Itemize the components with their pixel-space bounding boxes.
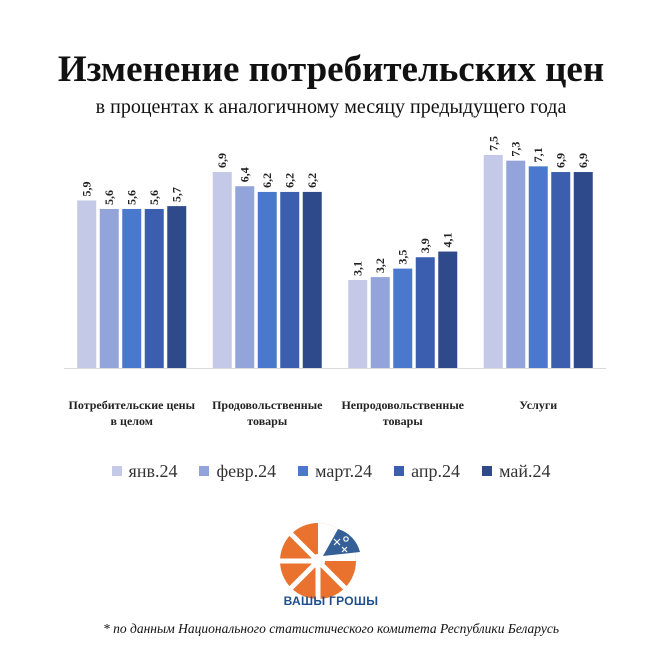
legend-label: февр.24: [216, 461, 277, 481]
legend-label: май.24: [499, 461, 551, 481]
category-label: товары: [247, 414, 288, 428]
data-label: 5,6: [147, 190, 161, 205]
data-label: 6,4: [238, 167, 252, 182]
legend-swatch: [111, 466, 122, 476]
chart-title: Изменение потребительских цен: [57, 49, 605, 90]
category-label: Непродовольственные: [341, 398, 464, 412]
bar: [212, 172, 232, 368]
data-label: 3,9: [418, 238, 432, 253]
data-label: 5,6: [102, 190, 116, 205]
bar: [280, 191, 300, 368]
data-label: 4,1: [441, 233, 455, 248]
bar: [348, 279, 368, 368]
bar: [528, 166, 548, 368]
data-label: 7,3: [509, 142, 523, 157]
data-label: 6,9: [215, 153, 229, 168]
bar: [506, 160, 526, 368]
data-label: 5,9: [80, 181, 94, 196]
legend-item: апр.24: [394, 460, 460, 482]
legend-label: янв.24: [128, 461, 178, 481]
bar: [370, 277, 390, 368]
bar: [551, 172, 571, 368]
bar: [393, 268, 413, 368]
data-label: 6,2: [260, 173, 274, 188]
data-label: 5,6: [125, 190, 139, 205]
legend-swatch: [394, 466, 405, 476]
category-label: Потребительские цены: [69, 398, 196, 412]
bar: [167, 206, 187, 368]
data-label: 7,5: [486, 136, 500, 151]
chart-legend: янв.24 февр.24 март.24 апр.24 май.24: [0, 460, 662, 482]
legend-item: март.24: [298, 460, 372, 482]
data-label: 6,2: [305, 173, 319, 188]
orange-slices-icon: [280, 523, 360, 599]
logo-text: ВАШЫ ГРОШЫ: [283, 594, 379, 608]
source-footnote: * по данным Национального статистическог…: [103, 621, 559, 636]
data-label: 3,1: [351, 261, 365, 276]
legend-swatch: [199, 466, 210, 476]
bar: [438, 251, 458, 368]
chart-subtitle: в процентах к аналогичному месяцу предыд…: [95, 96, 567, 118]
legend-item: янв.24: [111, 460, 178, 482]
legend-swatch: [482, 466, 493, 476]
legend-label: март.24: [315, 461, 373, 481]
bar: [257, 191, 277, 368]
legend-swatch: [298, 466, 309, 476]
data-label: 6,9: [576, 153, 590, 168]
bar: [483, 155, 503, 368]
bar: [99, 208, 119, 368]
legend-item: май.24: [482, 460, 550, 482]
bar: [573, 172, 593, 368]
data-label: 3,5: [396, 250, 410, 265]
bar: [77, 200, 97, 368]
category-label: Услуги: [519, 398, 557, 412]
bar: [302, 191, 322, 368]
category-label: товары: [383, 414, 424, 428]
bar: [144, 208, 164, 368]
data-label: 6,2: [283, 173, 297, 188]
data-label: 3,2: [373, 258, 387, 273]
vashy-groshy-logo: [280, 523, 360, 599]
category-label: Продовольственные: [212, 398, 323, 412]
bar: [122, 208, 142, 368]
data-label: 7,1: [531, 147, 545, 162]
data-label: 5,7: [170, 187, 184, 202]
bar-chart: 5,9 5,6 5,6 5,6 5,7 Потребительские цены в цел…: [64, 136, 606, 428]
bar: [235, 186, 255, 368]
data-label: 6,9: [554, 153, 568, 168]
legend-item: февр.24: [199, 460, 276, 482]
category-label: в целом: [111, 414, 153, 428]
bar: [415, 257, 435, 368]
legend-label: апр.24: [411, 461, 461, 481]
